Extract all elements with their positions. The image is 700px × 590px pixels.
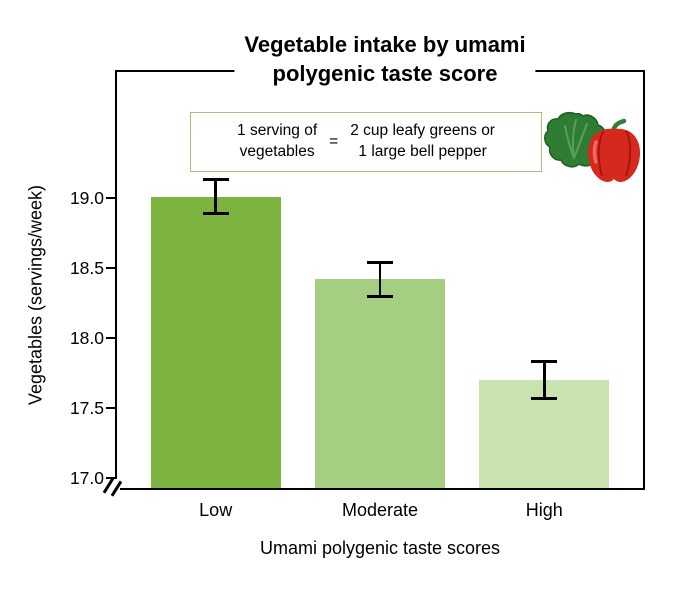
error-bar-line (543, 361, 546, 399)
x-category-label: Moderate (341, 500, 419, 520)
y-tick-label: 17.0 (69, 468, 104, 488)
error-bar-cap (367, 294, 393, 298)
error-bar-cap (202, 178, 229, 182)
error-bar-line (378, 262, 382, 296)
y-tick-label: 18.0 (69, 328, 104, 348)
serving-definition-box: 1 serving of vegetables = 2 cup leafy gr… (190, 112, 542, 172)
y-tick-label: 19.0 (69, 188, 104, 208)
chart-title-line-1: Vegetable intake by umami (244, 32, 526, 57)
bar-low (150, 196, 281, 488)
x-category-label: Low (199, 500, 233, 520)
bell-pepper-icon (588, 118, 640, 182)
y-tick-mark (106, 267, 115, 269)
error-bar-cap (531, 396, 558, 400)
y-axis-label: Vegetables (servings/week) (25, 184, 46, 406)
y-tick-label: 18.5 (69, 258, 104, 278)
y-tick-label: 17.5 (69, 398, 104, 418)
error-bar-line (214, 179, 217, 214)
error-bar-cap (202, 211, 229, 215)
y-tick-mark (106, 407, 115, 409)
serving-definition-right: 2 cup leafy greens or 1 large bell peppe… (350, 122, 495, 160)
equals-sign: = (329, 132, 339, 150)
y-tick-mark (106, 197, 115, 199)
error-bar-cap (531, 360, 558, 364)
chart-title: Vegetable intake by umami polygenic tast… (234, 31, 536, 89)
x-axis-label: Umami polygenic taste scores (259, 538, 501, 558)
x-category-label: High (525, 500, 563, 520)
chart-title-line-2: polygenic taste score (272, 60, 498, 86)
y-tick-mark (106, 337, 115, 339)
error-bar-cap (367, 260, 393, 264)
bar-moderate (315, 279, 445, 488)
serving-definition-left: 1 serving of vegetables (237, 122, 318, 160)
